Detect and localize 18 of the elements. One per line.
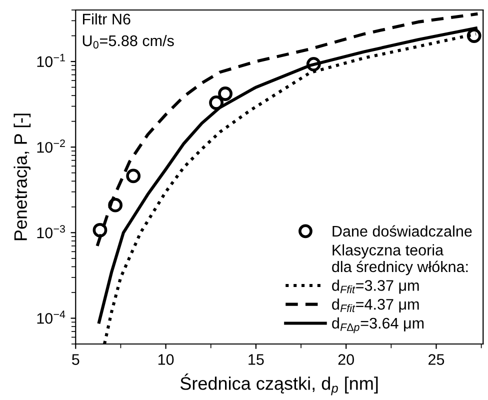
- y-tick-label: 10$^{−1}$: [37, 54, 65, 68]
- x-tick-label: 10: [158, 354, 174, 365]
- x-axis-title: Średnica cząstki, d$_{p}$ [nm]: [180, 374, 378, 396]
- y-tick-label: 10$^{−3}$: [37, 225, 65, 238]
- x-tick-label: 25: [428, 354, 444, 365]
- legend-label: Dane doświadczalne: [332, 225, 472, 237]
- x-tick-label: 15: [248, 354, 264, 365]
- y-axis-title: Penetracja, P [-]: [14, 114, 31, 240]
- legend-label: d$_{Ffit}$=3.37 μm: [332, 280, 419, 294]
- x-tick-label: 5: [72, 354, 80, 365]
- annotation: U$_{0}$=5.88 cm/s: [82, 34, 174, 49]
- y-tick-label: 10$^{−4}$: [37, 310, 66, 324]
- legend-label: d$_{Ffit}$=4.37 μm: [332, 298, 419, 313]
- legend-label: d$_{FΔp}$=3.64 μm: [332, 317, 424, 334]
- annotation: Klasyczna teoria dla średnicy włókna:: [332, 244, 468, 276]
- y-tick-label: 10$^{−2}$: [37, 139, 65, 153]
- annotation: Filtr N6: [83, 13, 130, 25]
- x-tick-label: 20: [338, 354, 354, 365]
